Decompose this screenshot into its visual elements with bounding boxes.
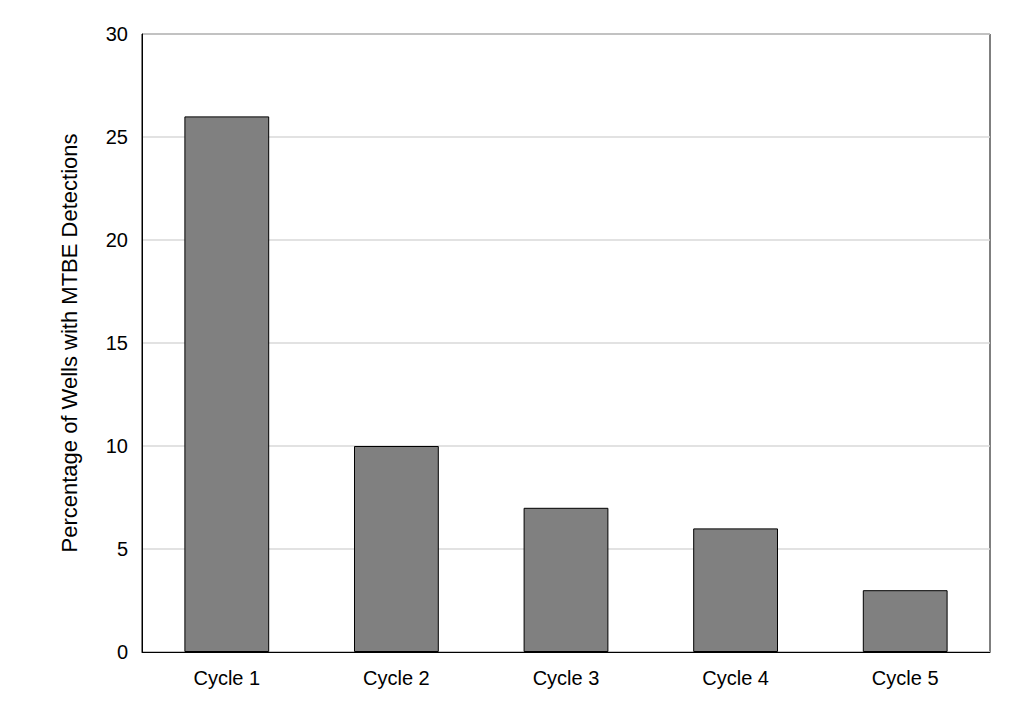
svg-text:Cycle 3: Cycle 3 xyxy=(533,667,600,689)
svg-text:Cycle 1: Cycle 1 xyxy=(193,667,260,689)
svg-text:25: 25 xyxy=(106,126,128,148)
svg-text:30: 30 xyxy=(106,23,128,45)
svg-text:10: 10 xyxy=(106,435,128,457)
svg-text:Cycle 5: Cycle 5 xyxy=(872,667,939,689)
svg-text:Percentage of Wells with MTBE: Percentage of Wells with MTBE Detections xyxy=(57,134,82,553)
svg-text:5: 5 xyxy=(117,538,128,560)
svg-text:Cycle 2: Cycle 2 xyxy=(363,667,430,689)
svg-text:15: 15 xyxy=(106,332,128,354)
svg-text:20: 20 xyxy=(106,229,128,251)
svg-text:0: 0 xyxy=(117,641,128,663)
svg-text:Cycle 4: Cycle 4 xyxy=(702,667,769,689)
